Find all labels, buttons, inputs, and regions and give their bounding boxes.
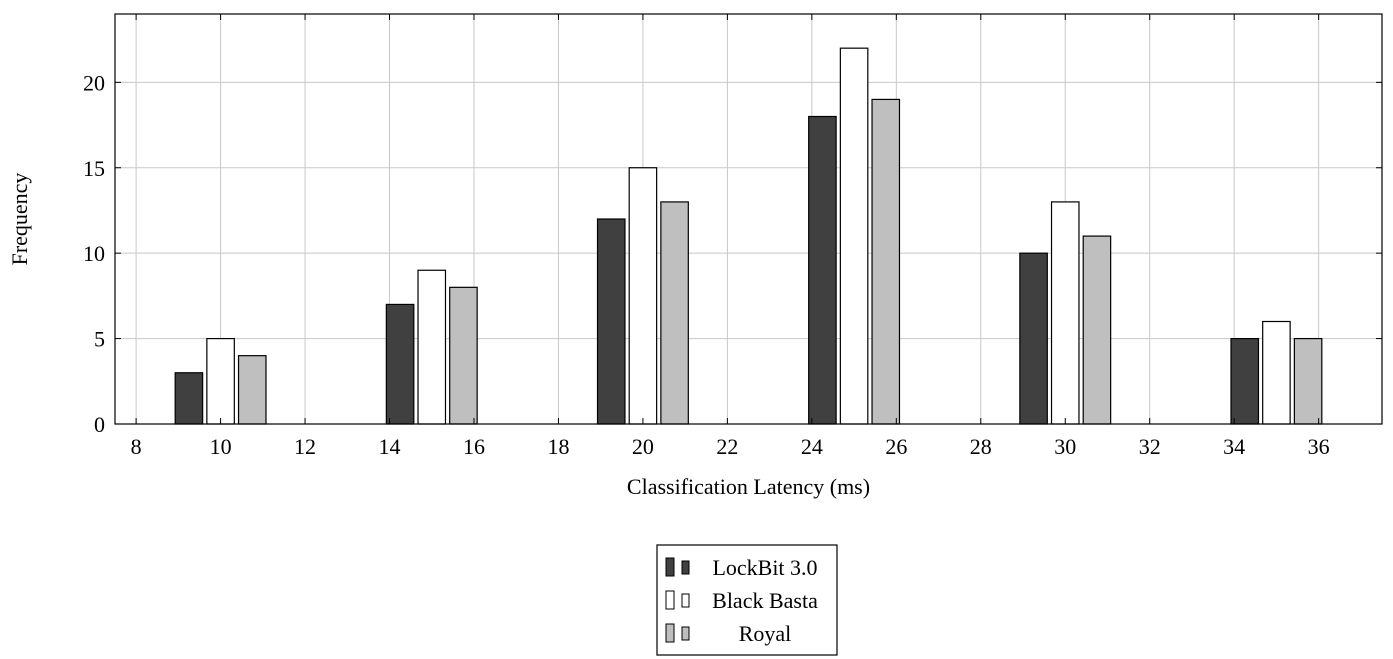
x-tick-label: 12 — [294, 434, 316, 459]
x-tick-label: 20 — [632, 434, 654, 459]
plot-frame — [114, 13, 1383, 425]
bar-royal-25 — [871, 98, 901, 425]
legend-swatch-black-basta — [665, 590, 675, 610]
x-tick-label: 22 — [716, 434, 738, 459]
bar-royal-15 — [449, 286, 478, 425]
y-tick-label: 0 — [94, 412, 105, 437]
grid — [115, 14, 1382, 425]
bar-lockbit-3-0-10 — [174, 372, 204, 425]
y-tick-label: 10 — [83, 241, 105, 266]
bar-lockbit-3-0-30 — [1019, 252, 1048, 425]
bar-black-basta-25 — [839, 47, 869, 425]
x-tick-label: 24 — [801, 434, 823, 459]
bar-royal-35 — [1293, 337, 1323, 425]
x-tick-label: 28 — [970, 434, 992, 459]
x-tick-label: 16 — [463, 434, 485, 459]
bar-black-basta-10 — [206, 337, 235, 425]
x-tick-label: 10 — [210, 434, 232, 459]
y-tick-label: 5 — [94, 327, 105, 352]
x-tick-label: 36 — [1308, 434, 1330, 459]
x-tick-label: 30 — [1054, 434, 1076, 459]
bar-lockbit-3-0-35 — [1230, 337, 1260, 425]
bar-black-basta-30 — [1050, 201, 1080, 425]
legend-label-royal: Royal — [739, 621, 792, 646]
legend-label-black-basta: Black Basta — [712, 588, 818, 613]
bar-lockbit-3-0-20 — [596, 218, 626, 425]
y-axis-label: Frequency — [7, 173, 32, 266]
x-tick-label: 18 — [547, 434, 569, 459]
bar-lockbit-3-0-15 — [385, 303, 415, 425]
x-tick-label: 26 — [885, 434, 907, 459]
y-tick-label: 15 — [83, 156, 105, 181]
bar-black-basta-35 — [1262, 320, 1291, 425]
bar-lockbit-3-0-25 — [808, 115, 837, 425]
x-axis-label: Classification Latency (ms) — [627, 474, 870, 499]
x-tick-label: 32 — [1139, 434, 1161, 459]
legend-label-lockbit-3-0: LockBit 3.0 — [712, 555, 817, 580]
bar-royal-30 — [1082, 235, 1112, 425]
x-tick-label: 14 — [379, 434, 401, 459]
bar-black-basta-15 — [417, 269, 447, 425]
bars — [174, 47, 1323, 425]
bar-royal-10 — [237, 355, 267, 425]
legend-swatch-small-black-basta — [681, 593, 690, 608]
legend: LockBit 3.0 Black Basta Royal — [656, 544, 838, 656]
bar-royal-20 — [660, 201, 689, 425]
x-tick-label: 8 — [131, 434, 142, 459]
x-tick-label: 34 — [1223, 434, 1245, 459]
y-tick-label: 20 — [83, 70, 105, 95]
ticks: 8 10 12 14 16 18 20 22 24 26 28 30 32 34 36 0 5 10 15 20 — [83, 14, 1382, 459]
legend-swatch-royal — [665, 623, 675, 643]
legend-swatch-small-lockbit-3-0 — [681, 560, 690, 575]
bar-black-basta-20 — [628, 167, 658, 425]
legend-swatch-lockbit-3-0 — [665, 557, 675, 577]
legend-swatch-small-royal — [681, 626, 690, 641]
